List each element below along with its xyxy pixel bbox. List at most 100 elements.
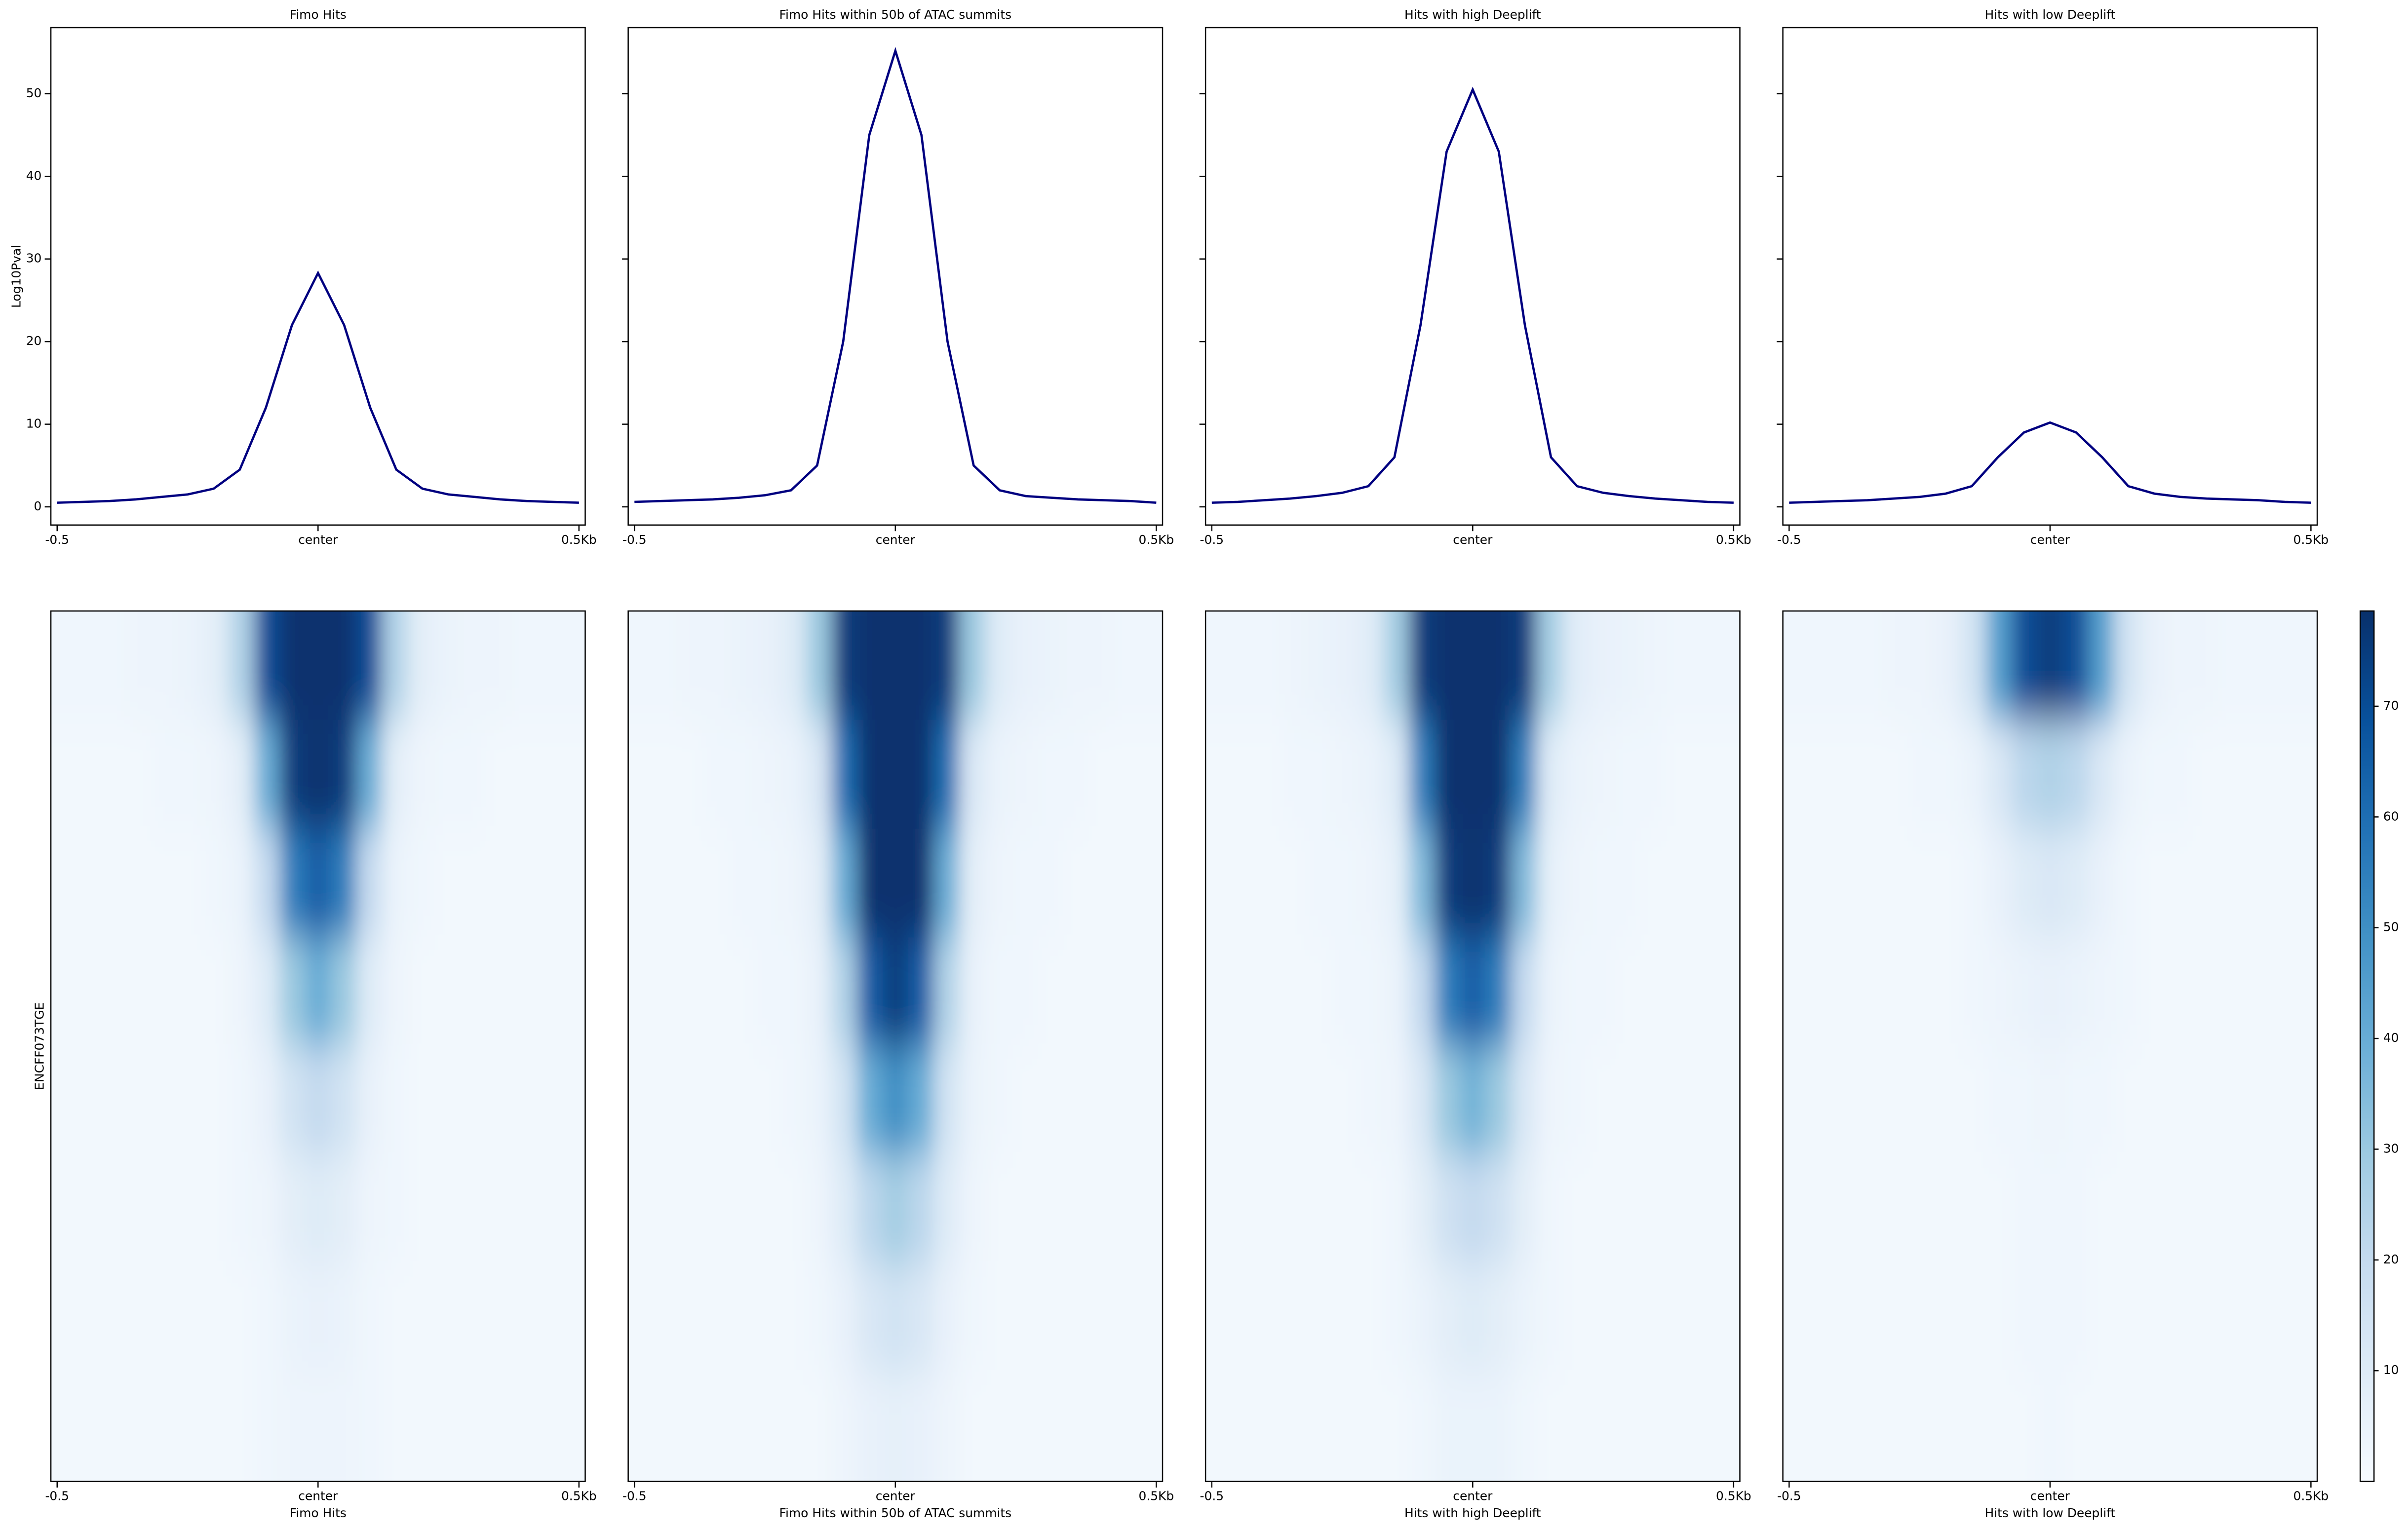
- heatmap-cell: [407, 937, 434, 1047]
- heatmap-cell: [229, 937, 256, 1047]
- heatmap-clip: [1205, 611, 1740, 1482]
- heatmap-cell: [508, 1046, 536, 1156]
- heatmap-cell: [2164, 720, 2191, 830]
- heatmap-cell: [959, 937, 986, 1047]
- heatmap-cell: [679, 1263, 706, 1374]
- heatmap-cell: [1511, 828, 1538, 939]
- heatmap-cell: [1231, 1046, 1258, 1156]
- heatmap-cell: [780, 720, 808, 830]
- heatmap-cell: [2062, 828, 2090, 939]
- heatmap-cell: [559, 1263, 585, 1374]
- heatmap-cell: [1511, 1263, 1538, 1374]
- heatmap-cell: [857, 937, 884, 1047]
- heatmap-cell: [1111, 1263, 1138, 1374]
- heatmap-cell: [356, 1373, 383, 1482]
- heatmap-cell: [203, 1373, 230, 1482]
- heatmap-cell: [1587, 1263, 1614, 1374]
- heatmap-cell: [254, 1155, 281, 1265]
- heatmap-cell: [1358, 720, 1385, 830]
- x-tick-label: -0.5: [1777, 533, 1801, 547]
- heatmap-cell: [1714, 1263, 1740, 1374]
- heatmap-cell: [153, 720, 179, 830]
- heatmap-cell: [2113, 937, 2140, 1047]
- heatmap-cell: [432, 1155, 459, 1265]
- heatmap-cell: [76, 720, 103, 830]
- profile-line: [1789, 421, 2311, 504]
- heatmap-cell: [2291, 937, 2318, 1047]
- colorbar-tick-label: 10: [2383, 1363, 2399, 1377]
- heatmap-cell: [933, 1046, 960, 1156]
- heatmap-cell: [1111, 937, 1138, 1047]
- heatmap-cell: [857, 1046, 884, 1156]
- heatmap-cell: [1935, 1263, 1962, 1374]
- heatmap-cell: [508, 1263, 536, 1374]
- heatmap-cell: [483, 720, 510, 830]
- heatmap-cell: [534, 1046, 561, 1156]
- heatmap-cell: [1231, 1373, 1258, 1482]
- heatmap-cell: [458, 1155, 485, 1265]
- heatmap-cell: [559, 720, 585, 830]
- heatmap-cell: [1111, 1155, 1138, 1265]
- heatmap-cell: [806, 1155, 833, 1265]
- heatmap-cell: [127, 828, 154, 939]
- heatmap-cell: [407, 720, 434, 830]
- heatmap-cell: [229, 611, 256, 721]
- heatmap-cell: [203, 1155, 230, 1265]
- heatmap-cell: [1689, 720, 1715, 830]
- colorbar-tick-label: 30: [2383, 1141, 2399, 1155]
- heatmap-cell: [178, 611, 205, 721]
- x-tick-label: center: [298, 533, 338, 547]
- heatmap-cell: [1460, 1155, 1486, 1265]
- heatmap-cell: [127, 1155, 154, 1265]
- heatmap-cell: [2241, 1046, 2267, 1156]
- heatmap-cell: [331, 1263, 357, 1374]
- heatmap-cell: [483, 828, 510, 939]
- heatmap-cell: [432, 1373, 459, 1482]
- heatmap-cell: [1383, 1373, 1410, 1482]
- heatmap-cell: [1358, 828, 1385, 939]
- heatmap-cell: [2037, 611, 2064, 721]
- heatmap-cell: [679, 1046, 706, 1156]
- heatmap-cell: [1205, 1046, 1232, 1156]
- heatmap-cell: [654, 1373, 680, 1482]
- heatmap-cell: [508, 1155, 536, 1265]
- heatmap-cell: [1536, 937, 1563, 1047]
- heatmap-cell: [331, 828, 357, 939]
- heatmap-cell: [279, 1046, 307, 1156]
- heatmap-cell: [1714, 1155, 1740, 1265]
- heatmap-cell: [279, 1263, 307, 1374]
- heatmap-cell: [1536, 611, 1563, 721]
- heatmap-cell: [508, 720, 536, 830]
- heatmap-cell: [153, 1263, 179, 1374]
- x-tick-label: center: [1453, 1489, 1493, 1503]
- heatmap-cell: [2139, 937, 2166, 1047]
- heatmap-cell: [76, 1046, 103, 1156]
- heatmap-cell: [1884, 1046, 1911, 1156]
- x-tick-label: center: [1453, 533, 1493, 547]
- heatmap-cell: [1307, 1155, 1334, 1265]
- heatmap-cell: [1010, 828, 1037, 939]
- heatmap-cell: [1435, 1373, 1461, 1482]
- heatmap-cell: [1986, 720, 2013, 830]
- profile-line: [1211, 86, 1734, 504]
- heatmap-cell: [407, 611, 434, 721]
- heatmap-cell: [628, 1155, 655, 1265]
- heatmap-cell: [356, 1155, 383, 1265]
- heatmap-cell: [2037, 720, 2064, 830]
- heatmap-cell: [2190, 611, 2216, 721]
- x-tick-label: center: [2030, 533, 2070, 547]
- heatmap-cell: [2190, 720, 2216, 830]
- heatmap-cell: [279, 720, 307, 830]
- heatmap-cell: [1884, 1155, 1911, 1265]
- heatmap-cell: [2291, 1373, 2318, 1482]
- heatmap-cell: [1111, 828, 1138, 939]
- heatmap-cell: [857, 1263, 884, 1374]
- heatmap-cell: [1561, 611, 1589, 721]
- heatmap-cell: [229, 1373, 256, 1482]
- heatmap-cell: [407, 828, 434, 939]
- heatmap-cell: [2012, 720, 2038, 830]
- heatmap-cell: [1307, 1263, 1334, 1374]
- heatmap-cell: [2139, 1263, 2166, 1374]
- heatmap-cell: [483, 1046, 510, 1156]
- heatmap-cell: [1511, 1046, 1538, 1156]
